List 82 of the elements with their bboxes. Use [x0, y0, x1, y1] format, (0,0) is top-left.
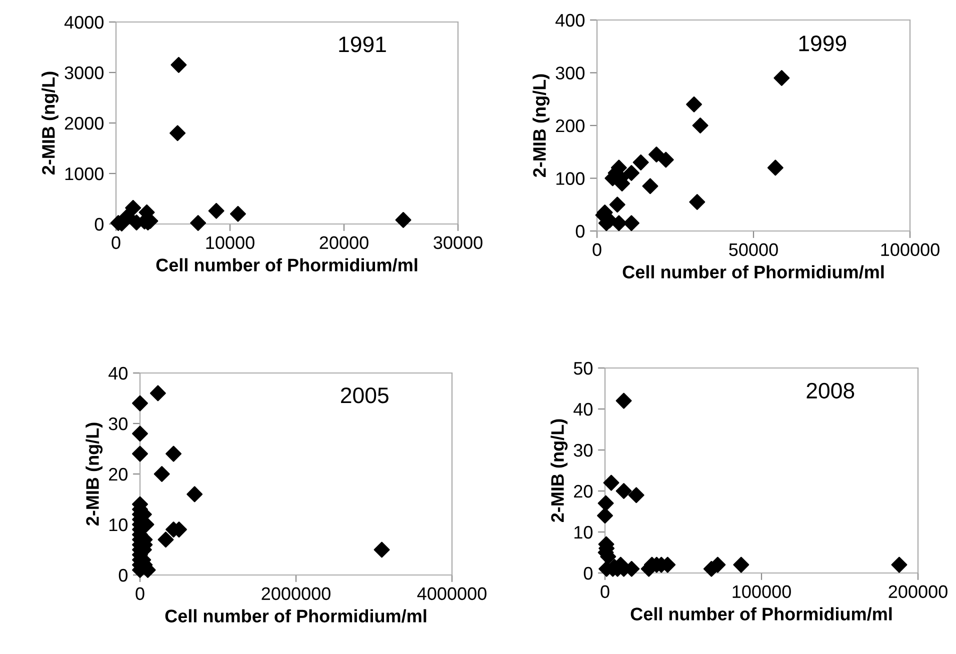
- y-tick-label: 10: [574, 526, 592, 539]
- point: [132, 446, 148, 462]
- point: [686, 96, 702, 112]
- point: [170, 125, 186, 142]
- y-tick-label: 400: [555, 14, 584, 27]
- x-axis-title: Cell number of Phormidium/ml: [630, 607, 892, 621]
- point: [774, 70, 790, 86]
- y-tick-label: 20: [574, 484, 592, 498]
- x-axis-title: Cell number of Phormidium/ml: [156, 258, 418, 272]
- annotation: 2005: [341, 387, 388, 404]
- y-tick-label: 3000: [64, 66, 104, 80]
- point: [891, 556, 908, 573]
- y-tick-label: 0: [118, 568, 128, 582]
- y-tick-label: 0: [584, 566, 592, 580]
- point: [648, 146, 664, 162]
- point: [158, 532, 174, 548]
- x-tick-label: 10000: [206, 236, 254, 250]
- y-tick-label: 300: [556, 66, 584, 80]
- x-tick-label: 100000: [881, 243, 940, 256]
- point: [190, 215, 206, 231]
- x-tick-label: 0: [600, 585, 610, 598]
- point: [166, 446, 182, 462]
- point: [767, 160, 784, 176]
- y-tick-label: 30: [574, 444, 592, 457]
- point: [616, 483, 632, 499]
- x-tick-label: 50000: [729, 243, 778, 256]
- point: [597, 508, 613, 524]
- point: [609, 196, 626, 213]
- point: [628, 487, 644, 504]
- y-tick-label: 4000: [64, 16, 104, 29]
- point: [689, 194, 706, 210]
- annotation: 1999: [799, 36, 846, 52]
- y-tick-label: 10: [109, 518, 128, 532]
- point: [603, 474, 620, 491]
- x-tick-label: 0: [136, 587, 144, 600]
- annotation: 1991: [339, 36, 386, 52]
- point: [598, 495, 614, 512]
- point: [208, 202, 224, 219]
- point: [132, 395, 148, 412]
- x-tick-label: 30000: [434, 236, 482, 250]
- point: [125, 200, 142, 216]
- x-tick-label: 2000000: [262, 587, 330, 600]
- point: [132, 426, 148, 442]
- x-axis-title: Cell number of Phormidium/ml: [622, 265, 884, 279]
- y-tick-label: 0: [576, 224, 584, 238]
- point: [733, 556, 750, 573]
- y-tick-label: 30: [108, 417, 128, 430]
- y-tick-label: 50: [574, 362, 592, 375]
- y-tick-label: 40: [574, 402, 592, 416]
- y-tick-label: 100: [556, 172, 584, 185]
- x-tick-label: 4000000: [417, 587, 486, 600]
- annotation: 2008: [806, 382, 854, 399]
- y-axis-title: 2-MIB (ng/L): [532, 74, 550, 178]
- y-tick-label: 200: [556, 119, 584, 132]
- point: [632, 154, 649, 170]
- y-tick-label: 20: [109, 468, 128, 481]
- y-tick-label: 2000: [64, 116, 104, 130]
- point: [170, 56, 187, 73]
- x-tick-label: 100000: [732, 585, 791, 598]
- point: [154, 466, 170, 482]
- point: [374, 542, 390, 558]
- point: [623, 215, 640, 232]
- x-tick-label: 0: [592, 243, 602, 256]
- x-axis-title: Cell number of Phormidium/ml: [165, 609, 426, 623]
- y-axis-title: 2-MIB (ng/L): [42, 72, 58, 175]
- point: [610, 215, 627, 232]
- point: [642, 178, 658, 194]
- point: [230, 206, 246, 222]
- y-axis-title: 2-MIB (ng/L): [86, 422, 103, 526]
- point: [616, 392, 632, 409]
- y-tick-label: 1000: [65, 167, 104, 180]
- point: [395, 212, 412, 228]
- point: [186, 486, 203, 502]
- x-tick-label: 200000: [888, 585, 948, 598]
- point: [692, 118, 708, 134]
- x-tick-label: 20000: [320, 236, 368, 250]
- y-tick-label: 0: [94, 218, 104, 231]
- y-tick-label: 40: [108, 366, 128, 380]
- y-axis-title: 2-MIB (ng/L): [550, 419, 568, 522]
- point: [150, 385, 166, 402]
- point: [658, 152, 674, 168]
- point: [623, 164, 640, 181]
